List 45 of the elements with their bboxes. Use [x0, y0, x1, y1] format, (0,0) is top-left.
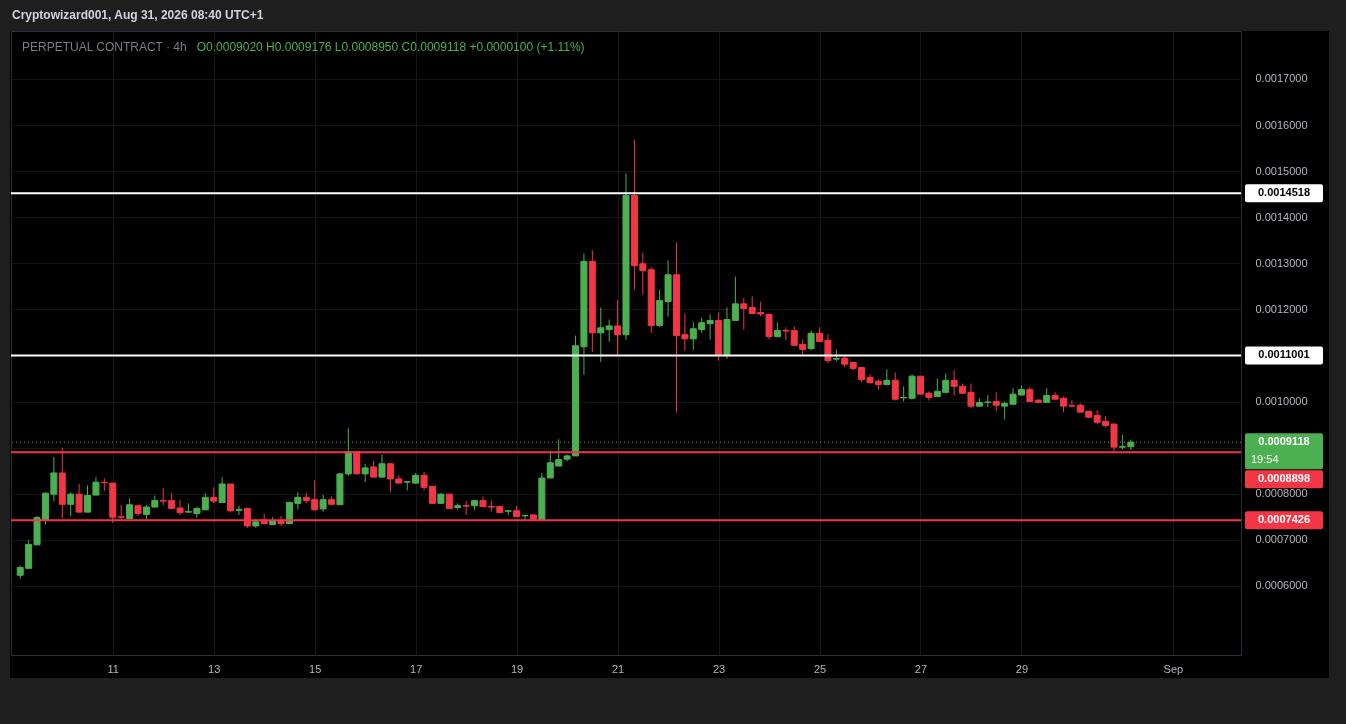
x-tick-label: 21: [611, 662, 625, 675]
x-tick-label: 15: [309, 662, 322, 675]
candlestick: [218, 476, 226, 503]
candlestick: [597, 307, 605, 363]
candlestick: [614, 299, 622, 357]
x-tick-label: 29: [1015, 662, 1029, 675]
candlestick: [807, 330, 815, 351]
ref-line-label: 0.0014518: [1258, 186, 1310, 199]
candlestick: [462, 500, 470, 516]
x-tick-label: 17: [410, 662, 423, 675]
candlestick: [378, 454, 386, 478]
candlestick: [75, 483, 83, 513]
ref-line-label: 0.0007426: [1258, 513, 1310, 526]
y-tick-label: 0.0013000: [1255, 256, 1308, 269]
y-tick-label: 0.0007000: [1255, 533, 1308, 546]
y-tick-label: 0.0010000: [1255, 395, 1308, 408]
candlestick: [67, 491, 75, 517]
x-tick-label: 23: [712, 662, 726, 675]
ref-line-label: 0.0009118: [1258, 435, 1310, 448]
x-tick-label: 11: [107, 662, 119, 675]
x-tick-label: 25: [813, 662, 827, 675]
candlestick: [361, 463, 369, 483]
candlestick: [605, 319, 613, 343]
y-tick-label: 0.0006000: [1255, 579, 1308, 592]
text: 19:54: [1251, 453, 1279, 466]
x-tick-label: 19: [511, 662, 524, 675]
y-tick-label: 0.0014000: [1255, 210, 1308, 223]
candlestick: [992, 391, 1000, 412]
candlestick: [235, 505, 243, 516]
y-tick-label: 0.0016000: [1255, 118, 1308, 131]
x-tick-label: 27: [914, 662, 928, 675]
x-tick-label: 13: [208, 662, 221, 675]
ref-line-label: 0.0008898: [1258, 472, 1310, 485]
y-tick-label: 0.0017000: [1255, 72, 1308, 85]
y-tick-label: 0.0012000: [1255, 302, 1308, 315]
text: Cryptowizard001, Aug 31, 2026 08:40 UTC+1: [12, 8, 264, 22]
text: O0.0009020 H0.0009176 L0.0008950 C0.0009118 +0.0000100 (+1.11%): [196, 40, 585, 54]
y-tick-label: 0.0015000: [1255, 164, 1308, 177]
y-tick-label: 0.0008000: [1255, 487, 1308, 500]
candlestick: [126, 497, 134, 520]
candlestick: [891, 371, 899, 402]
text: PERPETUAL CONTRACT · 4h: [22, 40, 187, 54]
candlestick: [740, 297, 748, 331]
ref-line-label: 0.0011001: [1258, 348, 1310, 361]
x-tick-label: Sep: [1163, 662, 1184, 675]
